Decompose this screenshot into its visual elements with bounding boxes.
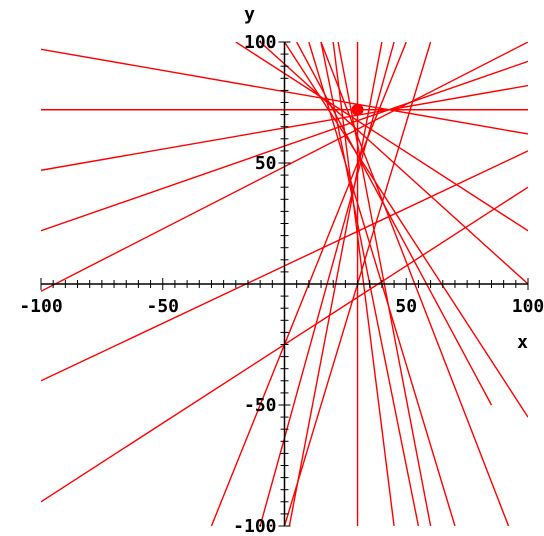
- y-tick-label: 50: [255, 153, 277, 174]
- series-line-9: [283, 42, 528, 418]
- y-tick-label: 100: [244, 32, 277, 53]
- axes-layer: [40, 41, 529, 527]
- tick-labels: -100 -50 50 100 100 50 -50 -100: [19, 32, 544, 536]
- x-tick-label: -100: [19, 296, 62, 317]
- minor-ticks: [40, 41, 529, 527]
- y-tick-label: -50: [244, 395, 277, 416]
- center-point: [351, 103, 364, 116]
- x-tick-label: -50: [146, 296, 179, 317]
- labels-layer: x y -100 -50 50 100 100 50 -50 -100: [19, 4, 544, 536]
- x-tick-label: 50: [395, 296, 417, 317]
- series-line-16: [296, 42, 493, 406]
- x-axis-label: x: [517, 332, 528, 353]
- x-tick-label: 100: [512, 296, 544, 317]
- y-axis-label: y: [244, 4, 255, 25]
- y-tick-label: -100: [233, 516, 276, 536]
